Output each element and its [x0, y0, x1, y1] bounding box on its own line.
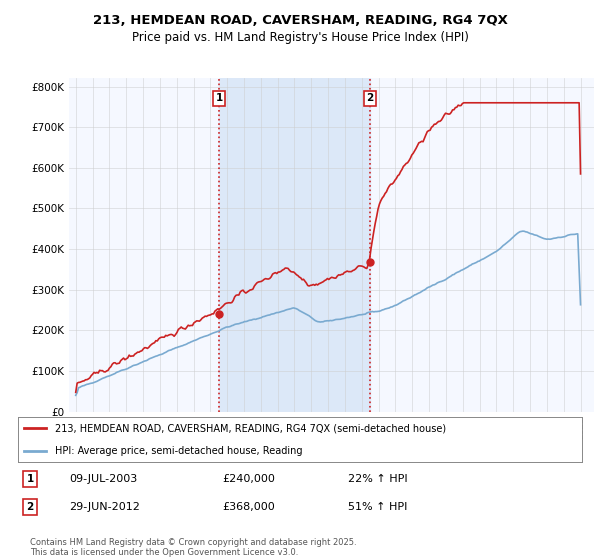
Text: 1: 1 — [215, 94, 223, 104]
Text: 22% ↑ HPI: 22% ↑ HPI — [348, 474, 407, 484]
Text: HPI: Average price, semi-detached house, Reading: HPI: Average price, semi-detached house,… — [55, 446, 302, 456]
Text: 29-JUN-2012: 29-JUN-2012 — [69, 502, 140, 512]
Text: 213, HEMDEAN ROAD, CAVERSHAM, READING, RG4 7QX: 213, HEMDEAN ROAD, CAVERSHAM, READING, R… — [92, 14, 508, 27]
Text: 2: 2 — [26, 502, 34, 512]
Text: £368,000: £368,000 — [222, 502, 275, 512]
Text: 51% ↑ HPI: 51% ↑ HPI — [348, 502, 407, 512]
Text: 213, HEMDEAN ROAD, CAVERSHAM, READING, RG4 7QX (semi-detached house): 213, HEMDEAN ROAD, CAVERSHAM, READING, R… — [55, 423, 446, 433]
Text: Contains HM Land Registry data © Crown copyright and database right 2025.
This d: Contains HM Land Registry data © Crown c… — [30, 538, 356, 557]
Bar — [219, 78, 370, 412]
Text: 1: 1 — [26, 474, 34, 484]
Text: 2: 2 — [367, 94, 374, 104]
Text: Price paid vs. HM Land Registry's House Price Index (HPI): Price paid vs. HM Land Registry's House … — [131, 31, 469, 44]
Text: £240,000: £240,000 — [222, 474, 275, 484]
Text: 09-JUL-2003: 09-JUL-2003 — [69, 474, 137, 484]
